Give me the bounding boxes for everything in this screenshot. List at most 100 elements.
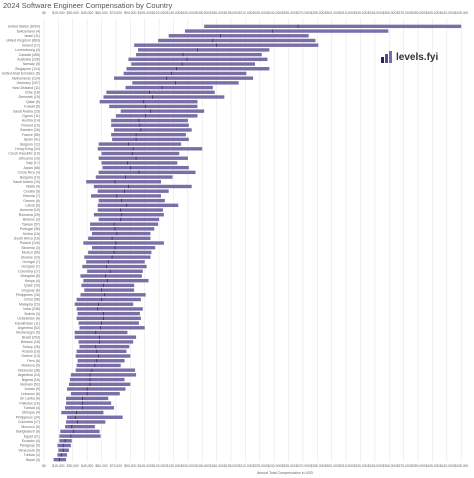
range-bar — [83, 241, 164, 245]
range-bar — [67, 415, 123, 419]
x-tick-label: $0 — [42, 11, 46, 15]
x-tick-label-bottom: $210,000 — [238, 464, 252, 468]
category-label: Taiwan (57) — [22, 222, 40, 226]
category-label: Saudi Arabia (15) — [13, 109, 40, 113]
category-label: France (85) — [22, 133, 40, 137]
x-tick-label-bottom: $315,000 — [339, 464, 353, 468]
category-label: South Africa (16) — [14, 236, 40, 240]
x-tick-label: $165,000 — [195, 11, 209, 15]
x-axis-title: Annual Total Compensation in USD — [257, 471, 314, 475]
category-label: Peru (6) — [27, 359, 40, 363]
x-tick-label-bottom: $360,000 — [382, 464, 396, 468]
category-label: Costa Rica (4) — [18, 171, 40, 175]
x-tick-label-bottom: $255,000 — [281, 464, 295, 468]
range-bar — [82, 264, 147, 269]
category-label: Ethiopia (4) — [22, 411, 40, 415]
category-label: Lebanon (6) — [21, 392, 40, 396]
range-bar — [80, 293, 146, 297]
range-bar — [59, 434, 101, 438]
category-label: Mongolia (5) — [21, 274, 40, 278]
range-bar — [112, 137, 189, 142]
range-bar — [76, 297, 141, 302]
category-label: Slovenia (3) — [21, 246, 40, 250]
range-bar — [98, 217, 160, 222]
x-tick-label-bottom: $120,000 — [152, 464, 166, 468]
category-label: Colombia (17) — [18, 420, 40, 424]
category-label: Belarus (3) — [23, 218, 40, 222]
range-bar — [128, 57, 268, 62]
range-bar — [60, 429, 100, 434]
range-bar — [74, 302, 134, 306]
range-bar — [126, 67, 270, 71]
range-bar — [80, 274, 142, 278]
range-bar — [74, 335, 137, 339]
range-bar — [67, 387, 126, 391]
category-label: Egypt (21) — [24, 434, 40, 438]
category-label: Lithuania (10) — [19, 156, 40, 160]
category-label: Cyprus (11) — [22, 114, 40, 118]
range-bar — [90, 194, 162, 198]
range-bar — [83, 278, 149, 283]
x-tick-label: $45,000 — [81, 11, 93, 15]
range-bar — [88, 236, 151, 240]
category-label: Estonia (7) — [23, 194, 40, 198]
x-tick-label: $405,000 — [425, 11, 439, 15]
range-bar — [76, 363, 121, 368]
range-bar — [65, 424, 95, 429]
category-label: Qatar (5) — [26, 100, 40, 104]
category-label: United Kingdom (863) — [6, 39, 40, 43]
category-label: Romania (29) — [19, 213, 40, 217]
x-tick-label-bottom: $375,000 — [397, 464, 411, 468]
range-bar — [76, 349, 127, 354]
range-bar — [184, 29, 389, 33]
category-label: Indonesia (38) — [18, 368, 40, 372]
range-bar — [70, 392, 120, 396]
range-bar — [91, 231, 151, 236]
range-bar — [74, 330, 128, 335]
category-label: Tunisia (4) — [24, 406, 40, 410]
category-label: Belarus (18) — [21, 340, 40, 344]
category-label: Armenia (15) — [20, 208, 40, 212]
category-label: Moldova (5) — [22, 364, 40, 368]
x-tick-label: $300,000 — [325, 11, 339, 15]
x-tick-label-bottom: $165,000 — [195, 464, 209, 468]
x-tick-label: $15,000 — [52, 11, 64, 15]
x-tick-label-bottom: $105,000 — [138, 464, 152, 468]
category-label: Georgia (7) — [22, 260, 40, 264]
x-tick-label: $285,000 — [310, 11, 324, 15]
range-bar — [66, 420, 106, 424]
range-bar — [77, 359, 125, 363]
x-tick-label: $105,000 — [138, 11, 152, 15]
category-label: Russia (18) — [22, 350, 40, 354]
category-label: New Zealand (11) — [12, 86, 40, 90]
range-bar — [120, 109, 205, 113]
category-label: Vietnam (52) — [20, 382, 40, 386]
category-label: Chile (18) — [25, 90, 40, 94]
category-label: Sri Lanka (6) — [20, 397, 40, 401]
category-label: Japan (68) — [23, 166, 40, 170]
x-tick-label: $135,000 — [166, 11, 180, 15]
range-bar — [204, 24, 462, 29]
range-bar — [97, 189, 169, 193]
x-tick-label-bottom: $15,000 — [52, 464, 64, 468]
x-tick-label-bottom: $75,000 — [110, 464, 122, 468]
x-tick-label-bottom: $240,000 — [267, 464, 281, 468]
x-tick-label-bottom: $405,000 — [425, 464, 439, 468]
range-bar — [59, 439, 72, 443]
x-tick-label: $360,000 — [382, 11, 396, 15]
range-bar — [168, 34, 309, 38]
x-tick-label-bottom: $135,000 — [166, 464, 180, 468]
x-tick-label-bottom: $90,000 — [124, 464, 136, 468]
x-tick-label: $420,000 — [440, 11, 454, 15]
category-label: Bangladesh (6) — [16, 430, 40, 434]
range-bar — [93, 184, 192, 189]
x-tick-label-bottom: $225,000 — [253, 464, 267, 468]
chart-title: 2024 Software Engineer Compensation by C… — [3, 1, 173, 10]
category-label: Czech Republic (19) — [8, 152, 40, 156]
x-tick-label: $150,000 — [181, 11, 195, 15]
category-label: Germany (297) — [16, 81, 40, 85]
range-bar — [106, 90, 215, 94]
category-label: Tunisia (4) — [24, 453, 40, 457]
category-label: Bolivia (3) — [24, 312, 40, 316]
category-label: Luxembourg (4) — [15, 48, 40, 52]
